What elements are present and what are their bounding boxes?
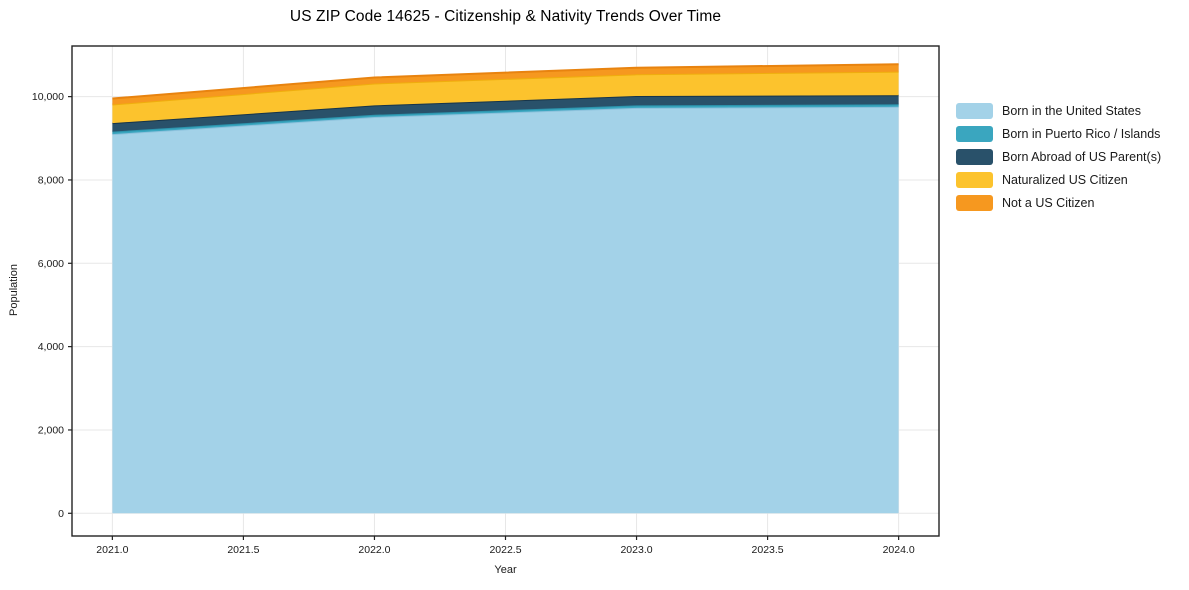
legend-swatch-born-abroad [956, 149, 993, 165]
y-axis-label: Population [8, 264, 20, 316]
legend: Born in the United States Born in Puerto… [956, 103, 1161, 211]
svg-text:2023.0: 2023.0 [620, 544, 652, 556]
legend-item: Naturalized US Citizen [956, 172, 1161, 188]
chart-title: US ZIP Code 14625 - Citizenship & Nativi… [289, 8, 722, 25]
svg-text:2023.5: 2023.5 [752, 544, 784, 556]
legend-item: Born in Puerto Rico / Islands [956, 126, 1161, 142]
legend-swatch-not-citizen [956, 195, 993, 211]
svg-text:0: 0 [58, 508, 64, 520]
svg-text:2021.5: 2021.5 [227, 544, 259, 556]
legend-item-label: Born Abroad of US Parent(s) [1002, 150, 1162, 164]
svg-text:4,000: 4,000 [38, 341, 64, 353]
legend-item-label: Born in the United States [1002, 104, 1141, 118]
svg-text:10,000: 10,000 [32, 91, 64, 103]
legend-item: Born Abroad of US Parent(s) [956, 149, 1161, 165]
svg-text:2021.0: 2021.0 [96, 544, 128, 556]
x-axis-label: Year [494, 564, 517, 576]
legend-swatch-born-in-puerto-rico [956, 126, 993, 142]
svg-text:8,000: 8,000 [38, 174, 64, 186]
legend-item-label: Born in Puerto Rico / Islands [1002, 127, 1161, 141]
svg-text:2024.0: 2024.0 [883, 544, 915, 556]
legend-item: Not a US Citizen [956, 195, 1161, 211]
svg-text:2022.5: 2022.5 [489, 544, 521, 556]
svg-text:2,000: 2,000 [38, 424, 64, 436]
legend-swatch-naturalized [956, 172, 993, 188]
svg-text:6,000: 6,000 [38, 258, 64, 270]
legend-item-label: Not a US Citizen [1002, 196, 1095, 210]
svg-text:2022.0: 2022.0 [358, 544, 390, 556]
legend-item-label: Naturalized US Citizen [1002, 173, 1128, 187]
legend-item: Born in the United States [956, 103, 1161, 119]
legend-swatch-born-in-us [956, 103, 993, 119]
